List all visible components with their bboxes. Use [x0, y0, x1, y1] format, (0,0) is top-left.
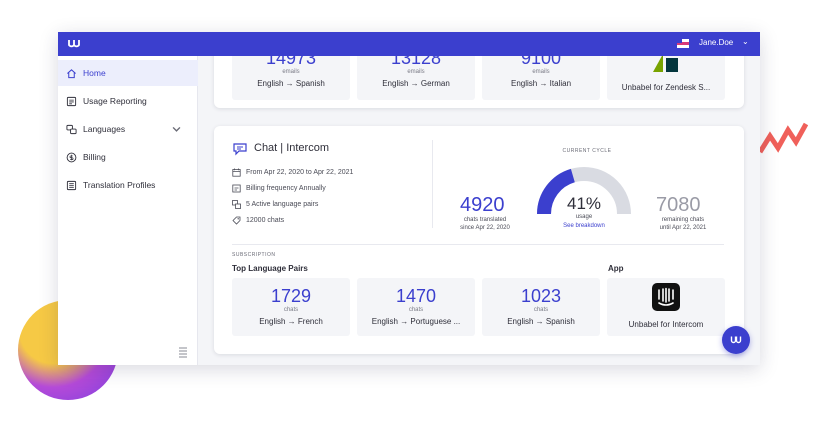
- sidebar-item-languages[interactable]: Languages: [58, 116, 198, 142]
- remaining-chats-value: 7080: [656, 194, 701, 216]
- billing-cycle-icon: [232, 184, 241, 193]
- unbabel-logo-icon: [730, 336, 742, 344]
- language-pair-tile: 1729 chats English → French: [232, 278, 350, 336]
- chats-text: 12000 chats: [246, 217, 285, 224]
- chats-translated-value: 4920: [460, 194, 505, 216]
- user-name[interactable]: Jane.Doe: [699, 38, 734, 47]
- pairs-text: 5 Active language pairs: [246, 201, 319, 208]
- current-cycle-label: CURRENT CYCLE: [562, 148, 612, 154]
- sidebar-item-label: Languages: [83, 124, 126, 134]
- main-content: 14973 emails English → Spanish 13128 ema…: [198, 56, 760, 365]
- usage-gauge: [537, 167, 631, 215]
- billing-icon: [66, 152, 77, 162]
- tag-icon: [232, 216, 241, 225]
- divider: [432, 140, 433, 228]
- top-language-pairs-title: Top Language Pairs: [232, 264, 308, 273]
- divider: [232, 244, 724, 245]
- languages-icon: [66, 124, 77, 134]
- chat-count: 1729: [270, 286, 312, 306]
- billing-text: Billing frequency Annually: [246, 185, 326, 192]
- report-icon: [66, 96, 77, 106]
- chat-count: 1470: [395, 286, 437, 306]
- language-pair: English → Spanish: [257, 79, 325, 88]
- email-count: 13128: [390, 56, 442, 68]
- profiles-icon: [66, 180, 77, 190]
- chevron-down-icon[interactable]: [171, 124, 182, 135]
- unbabel-logo-icon[interactable]: [67, 37, 81, 51]
- billing-frequency: Billing frequency Annually: [232, 184, 326, 193]
- usage-label: usage: [575, 214, 593, 220]
- active-language-pairs: 5 Active language pairs: [232, 200, 318, 209]
- language-pair-tile: 1023 chats English → Spanish: [482, 278, 600, 336]
- email-unit: emails: [532, 69, 550, 75]
- flag-icon: [677, 39, 689, 48]
- chat-unit: chats: [408, 307, 424, 313]
- sidebar-item-home[interactable]: Home: [58, 60, 198, 86]
- language-pair-tile: 1470 chats English → Portuguese ...: [357, 278, 475, 336]
- language-pair: English → Portuguese ...: [371, 317, 461, 326]
- remaining-label-line: remaining chats: [661, 217, 705, 223]
- chevron-down-icon[interactable]: ⌄: [742, 37, 749, 46]
- sidebar-item-usage-reporting[interactable]: Usage Reporting: [58, 88, 198, 114]
- chat-subscription-card: Chat | Intercom From Apr 22, 2020 to Apr…: [214, 126, 744, 354]
- chat-quota: 12000 chats: [232, 216, 284, 225]
- intercom-logo-icon: [652, 283, 680, 311]
- language-pair-tile: 13128 emails English → German: [357, 56, 475, 100]
- home-icon: [67, 68, 76, 78]
- remaining-date-line: until Apr 22, 2021: [659, 225, 707, 231]
- email-unit: emails: [407, 69, 425, 75]
- language-pair: English → Spanish: [507, 317, 575, 326]
- sidebar-item-label: Translation Profiles: [83, 180, 156, 190]
- email-count: 9100: [520, 56, 562, 68]
- language-pair: English → German: [382, 79, 450, 88]
- sidebar-item-translation-profiles[interactable]: Translation Profiles: [58, 172, 198, 198]
- email-count: 14973: [265, 56, 317, 68]
- sidebar-item-label: Home: [83, 68, 106, 78]
- chat-unit: chats: [283, 307, 299, 313]
- language-pair-tile: 14973 emails English → Spanish: [232, 56, 350, 100]
- app-window: Jane.Doe ⌄ Home Usage Reporting Language…: [58, 32, 760, 365]
- app-tile[interactable]: Unbabel for Zendesk S...: [607, 56, 725, 100]
- sidebar-item-label: Billing: [83, 152, 106, 162]
- email-subscription-card: 14973 emails English → Spanish 13128 ema…: [214, 56, 744, 108]
- chat-bubble-icon: [233, 143, 247, 156]
- chat-unit: chats: [533, 307, 549, 313]
- language-pair-tile: 9100 emails English → Italian: [482, 56, 600, 100]
- app-section-title: App: [608, 264, 624, 273]
- help-chat-button[interactable]: [722, 326, 750, 354]
- sidebar-item-billing[interactable]: Billing: [58, 144, 198, 170]
- zendesk-logo-icon: [653, 56, 678, 72]
- collapse-sidebar-icon[interactable]: [178, 346, 188, 358]
- remaining-chats-label: remaining chats until Apr 22, 2021: [644, 216, 722, 232]
- chat-count: 1023: [520, 286, 562, 306]
- translated-date-line: since Apr 22, 2020: [460, 225, 510, 231]
- email-unit: emails: [282, 69, 300, 75]
- see-breakdown-link[interactable]: See breakdown: [563, 223, 605, 229]
- subscription-period: From Apr 22, 2020 to Apr 22, 2021: [232, 168, 353, 177]
- subscription-label: SUBSCRIPTION: [232, 252, 276, 258]
- top-bar: Jane.Doe ⌄: [58, 32, 760, 56]
- usage-percent: 41%: [566, 194, 602, 213]
- language-pair: English → French: [259, 317, 323, 326]
- sidebar-item-label: Usage Reporting: [83, 96, 147, 106]
- chats-translated-label: chats translated since Apr 22, 2020: [444, 216, 526, 232]
- period-text: From Apr 22, 2020 to Apr 22, 2021: [246, 169, 354, 176]
- translated-label-line: chats translated: [463, 217, 507, 223]
- translate-icon: [232, 200, 241, 209]
- decorative-zigzag: [758, 122, 808, 154]
- calendar-icon: [232, 168, 241, 177]
- app-tile[interactable]: Unbabel for Intercom: [607, 278, 725, 336]
- app-name: Unbabel for Intercom: [628, 320, 704, 329]
- sidebar: Home Usage Reporting Languages Billing T…: [58, 56, 198, 365]
- card-title: Chat | Intercom: [254, 142, 329, 154]
- language-pair: English → Italian: [510, 79, 572, 88]
- app-name: Unbabel for Zendesk S...: [621, 83, 711, 92]
